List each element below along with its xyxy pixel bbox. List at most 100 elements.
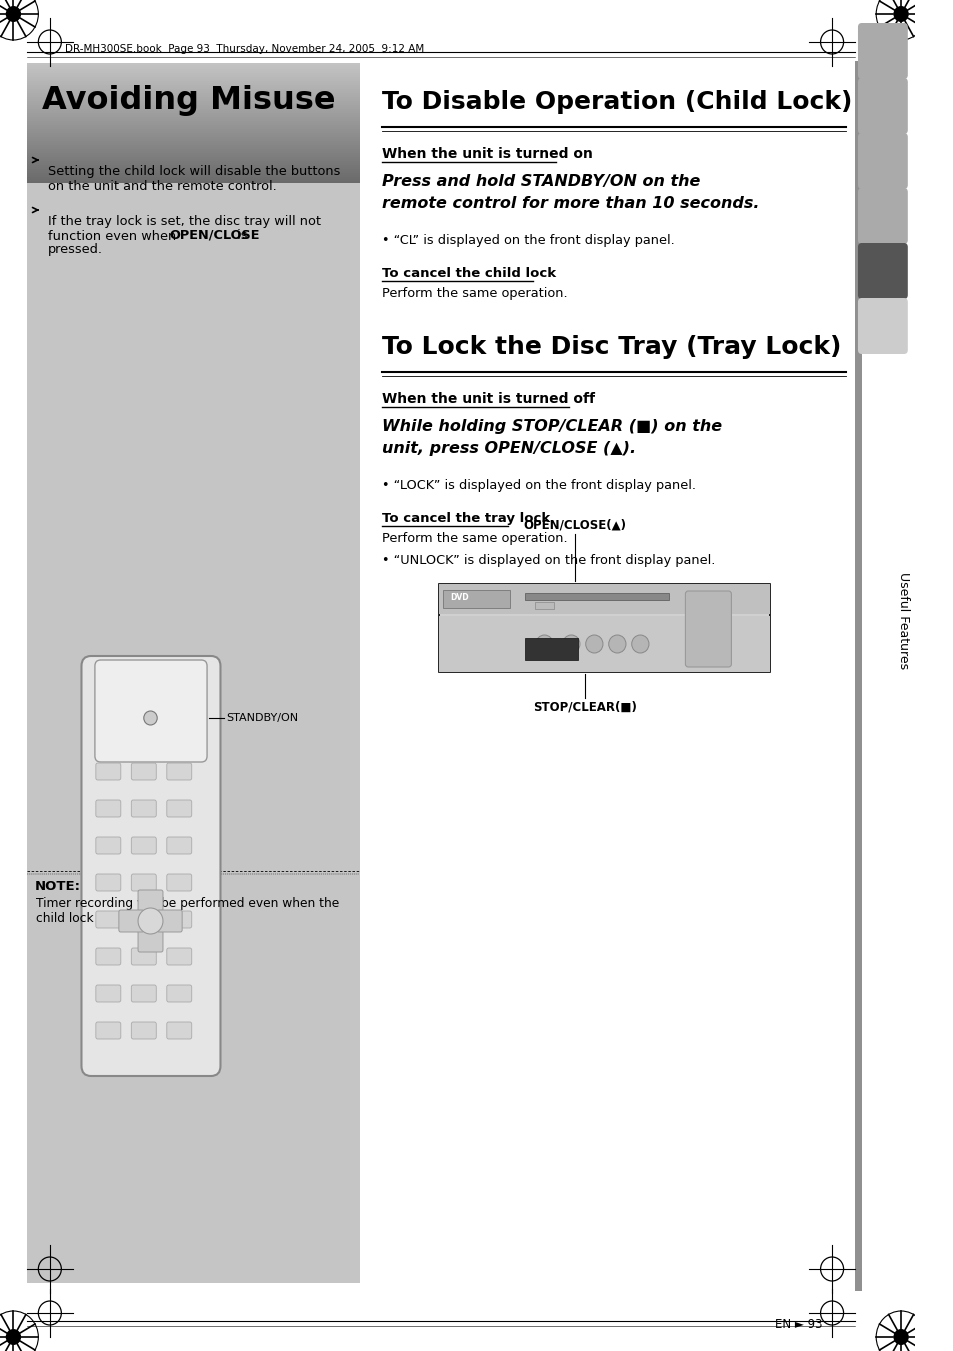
Bar <box>27 65 360 68</box>
Bar <box>27 76 360 77</box>
Bar <box>27 73 360 76</box>
Bar <box>27 157 360 159</box>
Bar <box>27 173 360 176</box>
Text: • “LOCK” is displayed on the front display panel.: • “LOCK” is displayed on the front displ… <box>381 480 695 492</box>
FancyBboxPatch shape <box>95 763 121 780</box>
Text: OPEN/CLOSE(▲): OPEN/CLOSE(▲) <box>523 519 626 532</box>
Text: Perform the same operation.: Perform the same operation. <box>381 286 567 300</box>
FancyBboxPatch shape <box>132 948 156 965</box>
Bar <box>27 177 360 178</box>
Text: is: is <box>233 230 247 242</box>
FancyBboxPatch shape <box>167 763 192 780</box>
Bar <box>27 119 360 122</box>
Bar <box>438 616 769 671</box>
Bar <box>27 143 360 145</box>
Bar <box>27 99 360 101</box>
FancyBboxPatch shape <box>857 243 907 299</box>
Circle shape <box>138 908 163 934</box>
FancyBboxPatch shape <box>132 874 156 892</box>
Bar <box>27 101 360 103</box>
FancyBboxPatch shape <box>95 1021 121 1039</box>
Bar <box>525 593 668 600</box>
FancyBboxPatch shape <box>95 874 121 892</box>
Bar <box>27 89 360 91</box>
Bar <box>27 178 360 181</box>
Bar <box>27 68 360 69</box>
Bar <box>27 136 360 139</box>
FancyBboxPatch shape <box>684 590 731 667</box>
FancyBboxPatch shape <box>95 911 121 928</box>
FancyBboxPatch shape <box>138 890 163 912</box>
Bar <box>27 82 360 85</box>
FancyBboxPatch shape <box>132 911 156 928</box>
Text: Press and hold STANDBY/ON on the: Press and hold STANDBY/ON on the <box>381 174 700 189</box>
Bar <box>27 123 360 126</box>
Text: unit, press OPEN/CLOSE (▲).: unit, press OPEN/CLOSE (▲). <box>381 440 635 457</box>
Bar <box>27 81 360 82</box>
Text: Perform the same operation.: Perform the same operation. <box>381 532 567 544</box>
Bar <box>27 126 360 127</box>
Bar <box>27 63 360 65</box>
Text: Timer recording will be performed even when the
child lock is set.: Timer recording will be performed even w… <box>36 897 339 925</box>
FancyBboxPatch shape <box>167 800 192 817</box>
Circle shape <box>6 5 21 22</box>
Bar <box>27 172 360 173</box>
FancyBboxPatch shape <box>95 800 121 817</box>
Text: remote control for more than 10 seconds.: remote control for more than 10 seconds. <box>381 196 759 211</box>
Circle shape <box>144 711 157 725</box>
FancyBboxPatch shape <box>95 985 121 1002</box>
Bar <box>27 181 360 182</box>
FancyBboxPatch shape <box>132 800 156 817</box>
Text: DVD: DVD <box>450 593 469 601</box>
Bar <box>27 86 360 89</box>
Bar <box>27 93 360 95</box>
Text: NOTE:: NOTE: <box>34 880 80 893</box>
Bar <box>27 77 360 78</box>
Bar <box>27 155 360 157</box>
FancyBboxPatch shape <box>857 299 907 354</box>
Bar <box>525 638 578 661</box>
Bar <box>27 176 360 177</box>
Text: STANDBY/ON: STANDBY/ON <box>226 713 298 723</box>
FancyBboxPatch shape <box>167 838 192 854</box>
Bar <box>27 72 360 73</box>
Bar <box>27 113 360 115</box>
FancyBboxPatch shape <box>857 78 907 134</box>
Bar <box>27 85 360 86</box>
FancyBboxPatch shape <box>132 838 156 854</box>
Circle shape <box>536 635 553 653</box>
Bar <box>27 68 360 1283</box>
Bar <box>438 584 769 613</box>
Text: pressed.: pressed. <box>48 243 103 255</box>
Text: STOP/CLEAR(■): STOP/CLEAR(■) <box>533 700 636 713</box>
Bar <box>27 149 360 151</box>
Bar <box>27 153 360 155</box>
FancyBboxPatch shape <box>857 132 907 189</box>
Bar <box>27 122 360 123</box>
Bar <box>27 147 360 149</box>
Bar <box>27 118 360 119</box>
FancyBboxPatch shape <box>95 838 121 854</box>
Bar <box>27 127 360 128</box>
Bar <box>27 168 360 169</box>
Text: To cancel the tray lock: To cancel the tray lock <box>381 512 549 526</box>
Bar <box>438 584 769 671</box>
Circle shape <box>585 635 602 653</box>
FancyBboxPatch shape <box>81 657 220 1075</box>
Bar <box>27 141 360 143</box>
Bar <box>27 161 360 163</box>
Bar <box>27 97 360 99</box>
Text: OPEN/CLOSE: OPEN/CLOSE <box>170 230 260 242</box>
FancyBboxPatch shape <box>167 874 192 892</box>
Circle shape <box>631 635 648 653</box>
Circle shape <box>893 5 908 22</box>
Bar <box>27 165 360 168</box>
FancyBboxPatch shape <box>857 23 907 78</box>
Circle shape <box>562 635 579 653</box>
Circle shape <box>608 635 625 653</box>
FancyBboxPatch shape <box>95 948 121 965</box>
Text: While holding STOP/CLEAR (■) on the: While holding STOP/CLEAR (■) on the <box>381 419 720 434</box>
Text: • “CL” is displayed on the front display panel.: • “CL” is displayed on the front display… <box>381 234 674 247</box>
FancyBboxPatch shape <box>138 929 163 952</box>
Bar <box>27 145 360 147</box>
